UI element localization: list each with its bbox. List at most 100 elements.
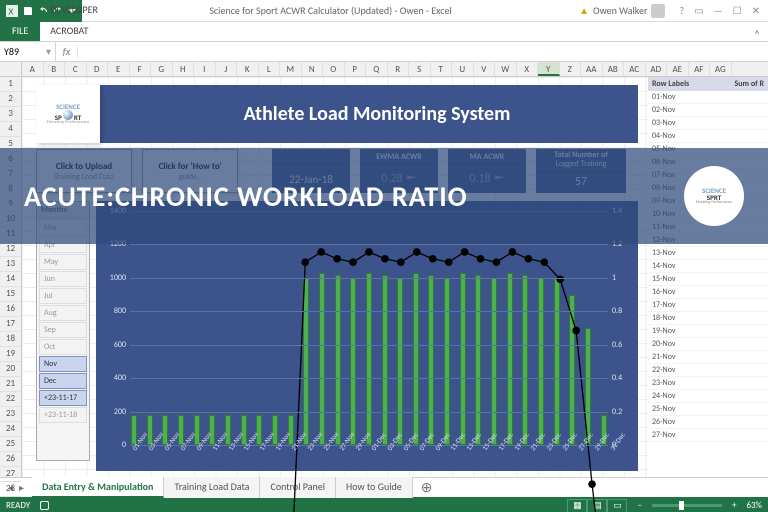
row-header[interactable]: 25 — [0, 437, 21, 452]
maximize-icon[interactable]: ☐ — [733, 4, 742, 17]
pivot-row[interactable]: 24-Nov — [648, 390, 768, 403]
column-header[interactable]: N — [302, 62, 324, 76]
pivot-row[interactable]: 09-Nov — [648, 195, 768, 208]
pivot-row[interactable]: 22-Nov — [648, 364, 768, 377]
slicer-item[interactable]: Apr — [39, 237, 87, 253]
column-header[interactable]: M — [280, 62, 302, 76]
pivot-row[interactable]: 04-Nov — [648, 130, 768, 143]
column-header[interactable]: X — [517, 62, 539, 76]
column-header[interactable]: O — [323, 62, 345, 76]
pivot-row[interactable]: 02-Nov — [648, 104, 768, 117]
column-header[interactable]: H — [173, 62, 195, 76]
row-header[interactable]: 21 — [0, 377, 21, 392]
row-header[interactable]: 19 — [0, 347, 21, 362]
upload-button[interactable]: Click to Upload Training Load Data — [36, 149, 132, 193]
pivot-row[interactable]: 07-Nov — [648, 169, 768, 182]
row-header[interactable]: 5 — [0, 137, 21, 152]
row-header[interactable]: 2 — [0, 92, 21, 107]
zoom-slider[interactable] — [652, 504, 722, 507]
pivot-row[interactable]: 08-Nov — [648, 182, 768, 195]
pivot-row[interactable]: 11-Nov — [648, 221, 768, 234]
row-header[interactable]: 23 — [0, 407, 21, 422]
slicer-item[interactable]: Jun — [39, 271, 87, 287]
help-icon[interactable]: ? — [679, 4, 684, 17]
row-header[interactable]: 12 — [0, 242, 21, 257]
slicer-item[interactable]: Dec — [39, 373, 87, 389]
pivot-row[interactable]: 26-Nov — [648, 416, 768, 429]
ribbon-tab-developer[interactable]: DEVELOPER — [40, 0, 115, 20]
column-header[interactable]: G — [151, 62, 173, 76]
column-header[interactable]: B — [44, 62, 66, 76]
row-header[interactable]: 9 — [0, 197, 21, 212]
column-header[interactable]: U — [452, 62, 474, 76]
pivot-row[interactable]: 01-Nov — [648, 91, 768, 104]
howto-button[interactable]: Click for 'How to' guide.. — [142, 149, 238, 193]
row-header[interactable]: 27 — [0, 467, 21, 482]
name-box[interactable]: Y89▾ — [0, 42, 56, 61]
pivot-row[interactable]: 23-Nov — [648, 377, 768, 390]
close-icon[interactable]: ✕ — [752, 4, 760, 17]
pivot-row[interactable]: 21-Nov — [648, 351, 768, 364]
pivot-row[interactable]: 16-Nov — [648, 286, 768, 299]
column-header[interactable]: R — [388, 62, 410, 76]
row-header[interactable]: 14 — [0, 272, 21, 287]
column-header[interactable]: AF — [689, 62, 711, 76]
macro-record-icon[interactable] — [40, 501, 49, 510]
page-break-view-icon[interactable]: ▭ — [607, 499, 627, 512]
slicer-item[interactable]: May — [39, 254, 87, 270]
column-header[interactable]: Y — [538, 62, 560, 76]
column-header[interactable]: J — [216, 62, 238, 76]
row-header[interactable]: 15 — [0, 287, 21, 302]
pivot-row[interactable]: 13-Nov — [648, 247, 768, 260]
slicer-item[interactable]: <23-11-17 — [39, 390, 87, 406]
column-header[interactable]: F — [130, 62, 152, 76]
row-header[interactable]: 26 — [0, 452, 21, 467]
row-header[interactable]: 13 — [0, 257, 21, 272]
pivot-row[interactable]: 18-Nov — [648, 312, 768, 325]
column-header[interactable]: Q — [366, 62, 388, 76]
column-header[interactable]: S — [409, 62, 431, 76]
column-header[interactable]: AD — [646, 62, 668, 76]
column-header[interactable]: Z — [560, 62, 582, 76]
row-header[interactable]: 6 — [0, 152, 21, 167]
slicer-item[interactable]: Jul — [39, 288, 87, 304]
row-header[interactable]: 10 — [0, 212, 21, 227]
pivot-row[interactable]: 06-Nov — [648, 156, 768, 169]
user-account[interactable]: ▲ Owen Walker — [579, 4, 671, 18]
column-header[interactable]: AC — [624, 62, 646, 76]
file-tab[interactable]: FILE — [0, 20, 40, 41]
zoom-level[interactable]: 63% — [746, 500, 762, 511]
row-header[interactable]: 3 — [0, 107, 21, 122]
fx-icon[interactable]: fx — [56, 45, 78, 58]
column-header[interactable]: C — [65, 62, 87, 76]
pivot-row[interactable]: 19-Nov — [648, 325, 768, 338]
column-header[interactable]: K — [237, 62, 259, 76]
pivot-row[interactable]: 03-Nov — [648, 117, 768, 130]
pivot-row[interactable]: 27-Nov — [648, 429, 768, 442]
row-header[interactable]: 22 — [0, 392, 21, 407]
column-header[interactable]: P — [345, 62, 367, 76]
ribbon-collapse-icon[interactable]: ˄ — [754, 28, 760, 41]
column-header[interactable]: W — [495, 62, 517, 76]
select-all-corner[interactable] — [0, 62, 22, 76]
pivot-row[interactable]: 10-Nov — [648, 208, 768, 221]
column-header[interactable]: AA — [581, 62, 603, 76]
row-header[interactable]: 8 — [0, 182, 21, 197]
slicer-item[interactable]: Sep — [39, 322, 87, 338]
row-header[interactable]: 7 — [0, 167, 21, 182]
column-header[interactable]: E — [108, 62, 130, 76]
ribbon-tab-acrobat[interactable]: ACROBAT — [40, 20, 115, 41]
slicer-item[interactable]: Oct — [39, 339, 87, 355]
slicer-item[interactable]: <23-11-18 — [39, 407, 87, 423]
row-header[interactable]: 4 — [0, 122, 21, 137]
column-header[interactable]: A — [22, 62, 44, 76]
save-icon[interactable] — [23, 6, 33, 16]
ribbon-display-icon[interactable]: ▭ — [694, 4, 703, 17]
column-header[interactable]: AE — [667, 62, 689, 76]
formula-input[interactable] — [78, 42, 768, 61]
column-header[interactable]: T — [431, 62, 453, 76]
column-header[interactable]: L — [259, 62, 281, 76]
slicer-item[interactable]: Mar — [39, 220, 87, 236]
row-header[interactable]: 18 — [0, 332, 21, 347]
zoom-in-icon[interactable]: + — [732, 500, 736, 511]
